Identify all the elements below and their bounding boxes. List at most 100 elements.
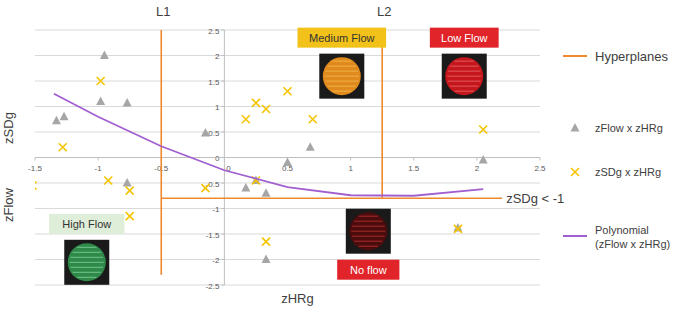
region-image-stripe bbox=[354, 221, 382, 222]
region-image-stripe bbox=[73, 272, 101, 273]
x-tick-label: 1.5 bbox=[408, 164, 420, 173]
point bbox=[479, 125, 487, 133]
region-image bbox=[346, 209, 391, 254]
region-image-stripe bbox=[448, 81, 481, 82]
point bbox=[283, 158, 292, 167]
y-tick-label: 0.5 bbox=[208, 129, 220, 138]
y-tick-label: -2.5 bbox=[206, 282, 220, 291]
region-image-stripe bbox=[450, 66, 478, 67]
point bbox=[52, 116, 61, 125]
region-image-stripe bbox=[328, 66, 356, 67]
x-axis-title: zHRg bbox=[281, 291, 314, 306]
point bbox=[126, 187, 134, 195]
point bbox=[104, 176, 112, 184]
point bbox=[242, 115, 250, 123]
hyperplane-label: L2 bbox=[377, 4, 391, 19]
hyperplane-label: zSDg < -1 bbox=[506, 191, 564, 206]
y-axis-title: zSDg bbox=[1, 112, 16, 144]
x-tick bbox=[35, 158, 36, 161]
y-axis bbox=[224, 30, 225, 285]
x-tick bbox=[413, 158, 414, 161]
region-image-stripe bbox=[325, 81, 358, 82]
y-tick-label: -0.5 bbox=[206, 180, 220, 189]
point bbox=[60, 112, 69, 121]
region: High Flow bbox=[49, 214, 124, 285]
region-box bbox=[430, 28, 499, 48]
y-tick-label: 2.5 bbox=[208, 27, 220, 36]
chart: -2.5-2-1.5-1-0.500.511.522.5-1.5-1-0.500… bbox=[0, 0, 685, 312]
point bbox=[262, 105, 270, 113]
point bbox=[309, 115, 317, 123]
y-tick-label: -1.5 bbox=[206, 231, 220, 240]
legend-label-line: Polynomial bbox=[595, 224, 649, 236]
region-image-stripe bbox=[352, 236, 385, 237]
region-image-stripe bbox=[77, 247, 96, 248]
hyperplane-line bbox=[381, 30, 383, 198]
region: Medium Flow bbox=[297, 28, 386, 99]
region-image-stripe bbox=[352, 226, 385, 227]
region: Low Flow bbox=[430, 28, 499, 99]
grid-line bbox=[35, 81, 540, 82]
legend-swatch bbox=[563, 235, 587, 237]
region-image-stripe bbox=[447, 76, 481, 77]
region: No flow bbox=[337, 209, 399, 280]
hyperplane-line bbox=[160, 30, 162, 275]
region-image-stripe bbox=[455, 61, 474, 62]
y-tick-label: -1 bbox=[212, 205, 220, 214]
x-tick-label: 2.5 bbox=[534, 164, 546, 173]
point bbox=[241, 183, 250, 192]
region-image-stripe bbox=[448, 71, 481, 72]
point bbox=[97, 77, 105, 85]
legend-swatch bbox=[571, 168, 579, 176]
y-tick-label: 2 bbox=[215, 52, 220, 61]
region-image-stripe bbox=[332, 61, 351, 62]
region-image-stripe bbox=[70, 257, 103, 258]
point bbox=[284, 87, 292, 95]
y-tick-label: 1 bbox=[215, 103, 220, 112]
region-image-stripe bbox=[351, 231, 385, 232]
hyperplane-label: L1 bbox=[156, 4, 170, 19]
point bbox=[262, 238, 270, 246]
region-image-disc bbox=[349, 212, 387, 250]
y-tick-label: -2 bbox=[212, 256, 220, 265]
grid-line bbox=[35, 259, 540, 260]
region-image-disc bbox=[323, 57, 361, 95]
point bbox=[126, 212, 134, 220]
legend-label-line: (zFlow x zHRg) bbox=[595, 238, 670, 250]
x-tick-label: -1.5 bbox=[28, 164, 42, 173]
point bbox=[306, 142, 315, 151]
grid-line bbox=[35, 106, 540, 107]
region-image bbox=[64, 240, 109, 285]
y-axis-title: zFlow bbox=[1, 187, 16, 222]
hyperplane-line bbox=[161, 198, 502, 200]
region-image-disc bbox=[445, 57, 483, 95]
grid-line bbox=[35, 208, 540, 209]
legend-label: Polynomial (zFlow x zHRg) bbox=[595, 224, 670, 250]
x-tick-label: 1 bbox=[348, 164, 353, 173]
x-tick bbox=[350, 158, 351, 161]
trend-line bbox=[54, 94, 483, 196]
legend-swatch bbox=[571, 123, 580, 132]
y-tick-label: 0 bbox=[215, 154, 220, 163]
region-image-stripe bbox=[455, 91, 474, 92]
x-tick bbox=[540, 158, 541, 161]
point bbox=[96, 96, 105, 105]
legend: HyperplaneszFlow x zHRgzSDg x zHRgPolyno… bbox=[563, 49, 670, 250]
legend-swatch bbox=[563, 55, 587, 57]
point bbox=[123, 178, 132, 187]
x-tick bbox=[98, 158, 99, 161]
legend-title: Hyperplanes bbox=[595, 49, 668, 64]
region-image-stripe bbox=[73, 252, 101, 253]
point bbox=[454, 225, 462, 233]
region-image-stripe bbox=[70, 262, 104, 263]
point bbox=[59, 143, 67, 151]
point bbox=[201, 184, 209, 192]
region-box bbox=[337, 260, 399, 280]
point bbox=[262, 188, 271, 197]
x-tick bbox=[224, 158, 225, 161]
point bbox=[479, 155, 488, 164]
x-tick-label: 2 bbox=[475, 164, 480, 173]
point bbox=[100, 51, 109, 60]
region-box bbox=[297, 28, 386, 48]
point bbox=[453, 223, 462, 232]
